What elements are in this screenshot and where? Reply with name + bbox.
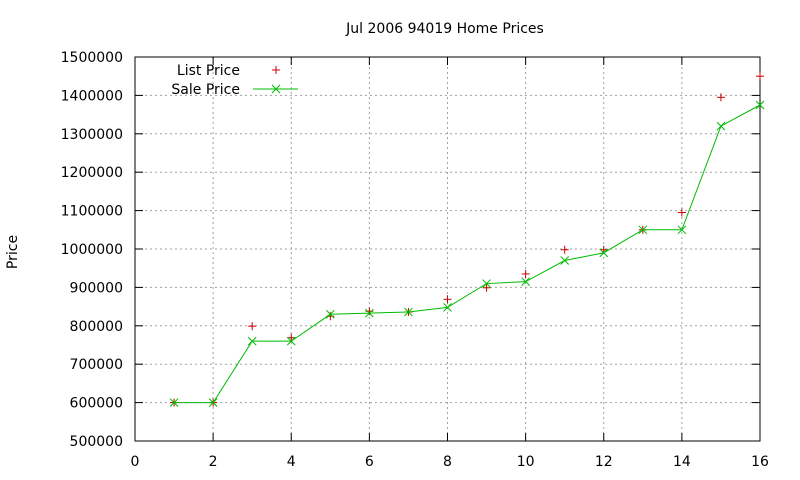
x-tick-label: 10: [517, 454, 535, 470]
y-tick-label: 700000: [70, 357, 123, 373]
x-tick-label: 14: [673, 454, 691, 470]
y-tick-label: 1100000: [61, 204, 123, 220]
y-tick-label: 1000000: [61, 242, 123, 258]
sale-price-point: [755, 100, 765, 110]
sale-price-point: [716, 121, 726, 131]
sale-price-point: [208, 398, 218, 407]
y-tick-label: 600000: [70, 396, 123, 412]
y-tick-label: 1200000: [61, 165, 123, 181]
y-tick-label: 1500000: [61, 50, 123, 66]
list-price-point: [560, 245, 569, 254]
sale-price-point: [521, 277, 530, 286]
legend-label-list-price: List Price: [177, 63, 240, 79]
chart-title: Jul 2006 94019 Home Prices: [345, 21, 544, 37]
list-price-point: [677, 208, 686, 217]
sale-price-point: [677, 225, 687, 235]
list-price-point: [287, 333, 296, 342]
list-price-point: [443, 295, 452, 304]
axis-ticks: 500000 600000 700000 800000 900000 1000000 110…: [61, 50, 769, 470]
legend-label-sale-price: Sale Price: [171, 82, 240, 98]
sale-price-point: [247, 336, 257, 346]
y-axis-label: Price: [5, 235, 21, 269]
x-tick-label: 0: [131, 454, 140, 470]
x-tick-label: 16: [751, 454, 769, 470]
sale-price-point: [599, 248, 609, 258]
x-tick-label: 12: [595, 454, 613, 470]
list-price-point: [365, 307, 374, 316]
list-price-point: [521, 269, 530, 278]
sale-price-point: [286, 336, 296, 346]
sale-price-point: [404, 307, 413, 317]
y-tick-label: 1400000: [61, 88, 123, 104]
x-tick-label: 2: [209, 454, 218, 470]
sale-price-point: [169, 398, 179, 407]
sale-price-point: [482, 279, 491, 288]
list-price-point: [716, 93, 725, 102]
legend-marker-list-price: [272, 66, 280, 74]
y-tick-label: 500000: [70, 434, 123, 450]
y-tick-label: 800000: [70, 319, 123, 335]
legend-marker-sale-price: [271, 84, 281, 94]
sale-price-point: [638, 225, 648, 235]
sale-price-point: [443, 303, 452, 312]
sale-price-line: [174, 104, 761, 404]
sale-price-point: [325, 309, 335, 319]
x-tick-label: 8: [443, 454, 452, 470]
series-layer: [169, 72, 765, 407]
x-tick-label: 4: [287, 454, 296, 470]
sale-price-point: [560, 256, 570, 265]
y-tick-label: 1300000: [61, 127, 123, 143]
x-tick-label: 6: [365, 454, 374, 470]
plot-frame: [134, 56, 761, 442]
list-price-point: [756, 72, 764, 81]
y-tick-label: 900000: [70, 280, 123, 296]
list-price-point: [248, 322, 257, 331]
list-price-point: [482, 283, 491, 292]
grid: [135, 57, 760, 441]
legend: List Price Sale Price: [171, 63, 298, 98]
sale-price-point: [365, 308, 374, 318]
